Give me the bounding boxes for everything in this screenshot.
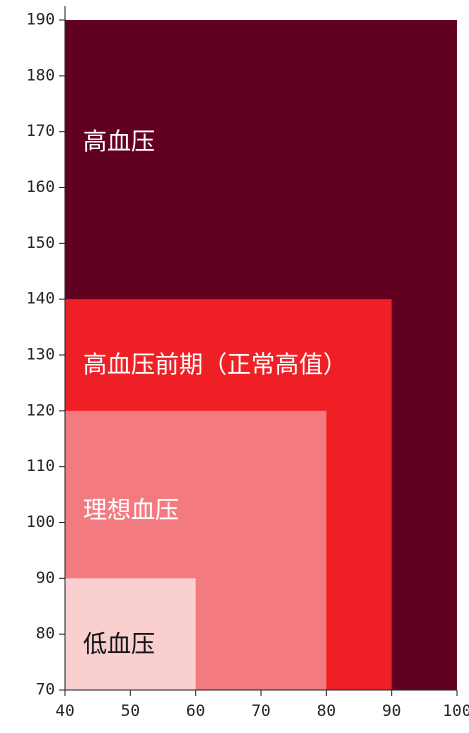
y-tick-label-10: 170	[26, 121, 55, 140]
x-tick-label-3: 70	[251, 701, 270, 720]
x-tick-label-2: 60	[186, 701, 205, 720]
y-tick-label-12: 190	[26, 10, 55, 29]
region-label-0: 高血压	[83, 127, 155, 155]
x-tick-label-4: 80	[317, 701, 336, 720]
regions-layer	[65, 20, 457, 690]
region-rect-3	[65, 578, 196, 690]
x-tick-label-1: 50	[121, 701, 140, 720]
y-tick-label-5: 120	[26, 400, 55, 419]
region-label-2: 理想血压	[83, 496, 179, 524]
region-label-1: 高血压前期（正常高值）	[83, 351, 347, 379]
y-tick-label-4: 110	[26, 456, 55, 475]
y-tick-label-6: 130	[26, 345, 55, 364]
y-tick-label-9: 160	[26, 177, 55, 196]
y-tick-label-3: 100	[26, 512, 55, 531]
y-tick-label-7: 140	[26, 289, 55, 308]
y-tick-label-1: 80	[36, 624, 55, 643]
y-tick-label-11: 180	[26, 65, 55, 84]
x-tick-label-0: 40	[55, 701, 74, 720]
x-tick-label-5: 90	[382, 701, 401, 720]
region-label-3: 低血压	[83, 630, 155, 658]
y-tick-label-2: 90	[36, 568, 55, 587]
y-tick-label-8: 150	[26, 233, 55, 252]
y-tick-label-0: 70	[36, 680, 55, 699]
x-tick-label-6: 100	[443, 701, 469, 720]
axes-layer: 70 80 90 100 110 120 130 140 150 160 170 180 190 40 50…	[26, 6, 469, 720]
